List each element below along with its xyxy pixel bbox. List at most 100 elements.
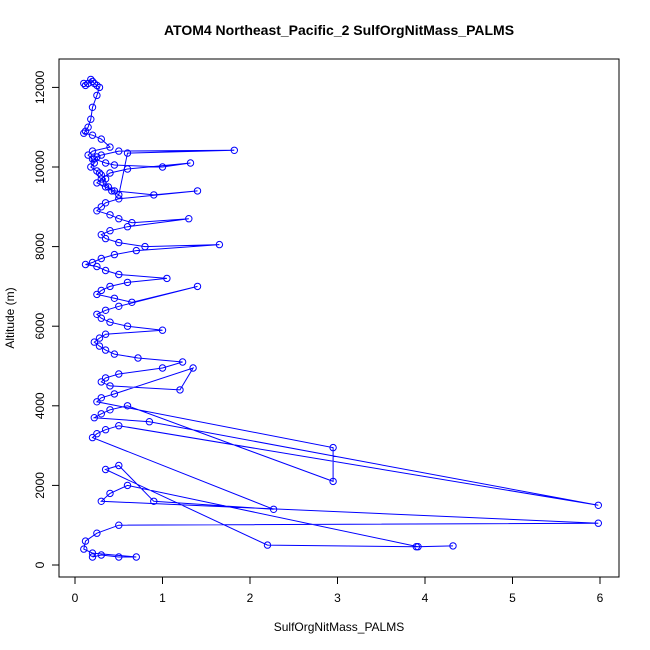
data-point	[97, 314, 106, 322]
y-tick-label-1: 2000	[33, 472, 47, 499]
data-point	[115, 370, 123, 378]
data-point	[101, 159, 110, 167]
data-point	[101, 266, 110, 275]
data-point	[115, 553, 123, 561]
chart-title: ATOM4 Northeast_Pacific_2 SulfOrgNitMass…	[164, 22, 514, 38]
data-point	[115, 191, 123, 199]
data-point	[97, 551, 106, 559]
data-point	[88, 553, 97, 561]
data-point	[93, 91, 101, 100]
data-point	[101, 465, 110, 474]
data-point	[110, 350, 119, 358]
plot-area	[58, 58, 620, 578]
data-point	[106, 227, 114, 235]
data-point	[97, 410, 106, 418]
data-point	[101, 306, 110, 314]
data-point	[90, 155, 99, 163]
data-point	[97, 151, 106, 159]
data-point	[230, 146, 239, 155]
data-point	[88, 103, 97, 112]
x-tick-label-1: 1	[159, 591, 166, 605]
data-point	[269, 505, 278, 513]
x-tick-label-5: 5	[509, 591, 516, 605]
data-point	[150, 191, 158, 199]
data-point	[193, 187, 202, 195]
data-point	[128, 298, 136, 306]
data-point	[106, 143, 114, 151]
data-point	[115, 302, 123, 310]
data-point	[88, 433, 97, 442]
x-tick-label-0: 0	[72, 591, 79, 605]
data-point	[88, 131, 97, 139]
data-point	[594, 519, 602, 527]
data-point	[81, 260, 90, 269]
data-point	[101, 175, 110, 183]
data-point	[88, 258, 97, 267]
data-point	[93, 310, 101, 318]
data-point	[101, 374, 110, 382]
y-tick-label-3: 6000	[33, 313, 47, 340]
data-point	[115, 422, 123, 430]
series-points	[80, 75, 602, 561]
data-point	[123, 278, 132, 287]
data-point	[93, 262, 101, 271]
data-point	[158, 364, 167, 372]
x-tick-label-3: 3	[334, 591, 341, 605]
x-tick-label-6: 6	[597, 591, 604, 605]
data-point	[178, 358, 187, 366]
data-point	[414, 543, 422, 551]
data-point	[93, 179, 101, 187]
data-point	[84, 123, 92, 131]
data-point	[97, 203, 106, 211]
data-point	[189, 364, 197, 372]
data-point	[123, 322, 132, 330]
data-point	[101, 234, 110, 243]
data-point	[84, 151, 92, 159]
data-point	[93, 290, 101, 299]
data-point	[95, 342, 104, 350]
data-point	[263, 541, 272, 549]
data-point	[97, 171, 106, 179]
y-axis: 0 2000 4000 6000 8000 10000 12000	[33, 70, 60, 568]
data-point	[88, 77, 97, 86]
data-point	[101, 346, 110, 354]
data-point	[185, 215, 193, 223]
y-tick-label-5: 10000	[33, 150, 47, 184]
data-point	[115, 195, 123, 203]
data-point	[329, 477, 337, 486]
data-point	[101, 183, 110, 191]
data-point	[101, 199, 110, 207]
data-point	[97, 135, 106, 143]
data-point	[158, 326, 167, 334]
data-point	[108, 187, 116, 195]
data-point	[81, 537, 90, 545]
x-axis-label: SulfOrgNitMass_PALMS	[274, 620, 404, 634]
data-point	[106, 382, 114, 390]
data-point	[97, 497, 106, 505]
data-point	[110, 187, 119, 195]
data-point	[88, 549, 97, 557]
data-point	[141, 242, 149, 251]
data-point	[329, 443, 337, 452]
data-point	[132, 553, 141, 561]
data-point	[97, 254, 106, 263]
data-point	[90, 414, 99, 422]
data-point	[90, 338, 99, 346]
data-point	[158, 163, 167, 171]
data-point	[110, 390, 119, 398]
series-line-0	[82, 78, 599, 558]
data-point	[95, 334, 104, 342]
data-point	[101, 330, 110, 338]
data-point	[106, 211, 114, 219]
data-point	[80, 129, 88, 137]
data-point	[115, 270, 123, 279]
data-point	[106, 282, 114, 291]
data-point	[93, 207, 101, 215]
data-point	[115, 521, 123, 529]
data-point	[115, 238, 123, 247]
data-point	[106, 318, 114, 326]
data-point	[123, 165, 132, 173]
data-point	[145, 418, 154, 426]
data-point	[123, 481, 132, 490]
